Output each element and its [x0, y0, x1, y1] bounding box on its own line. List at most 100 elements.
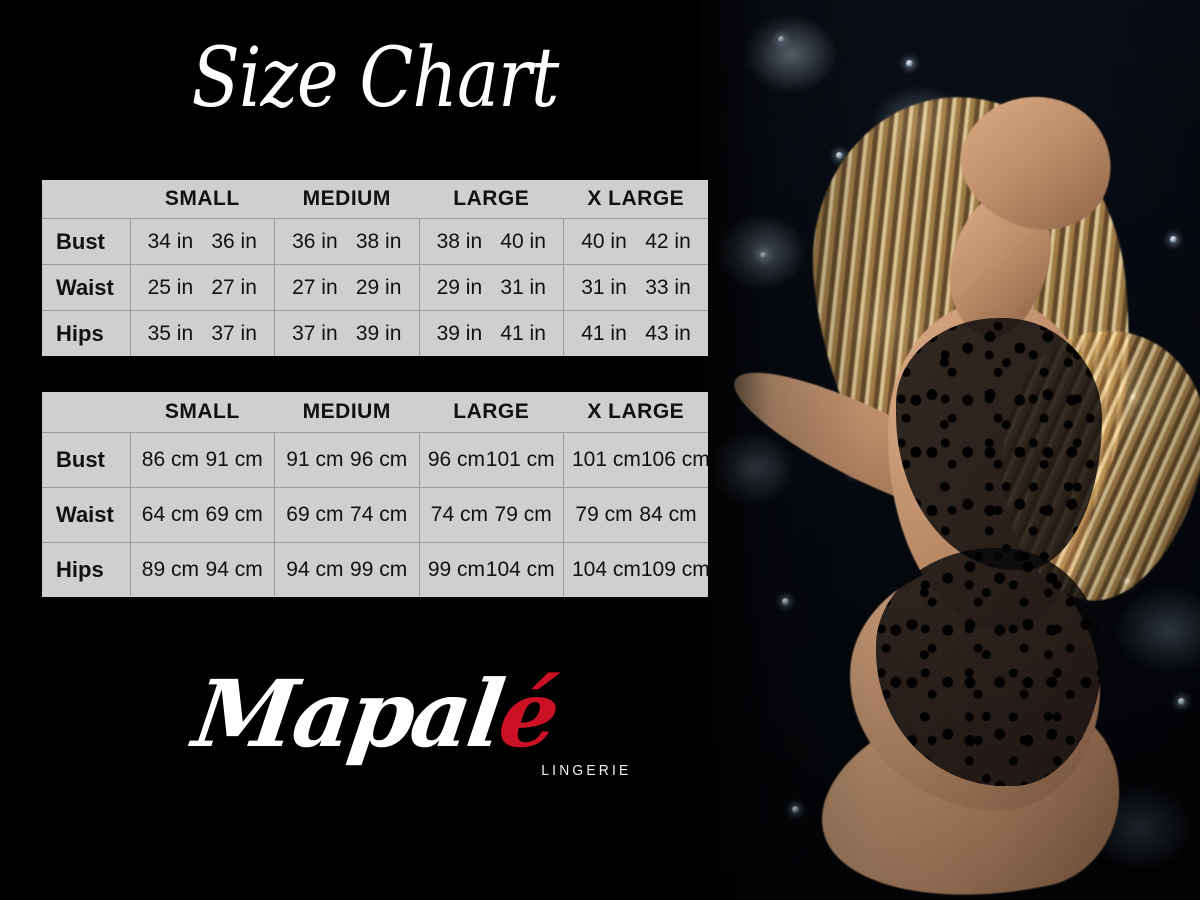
value-max: 33 in [645, 275, 691, 299]
measure-cell: 96 cm 101 cm [418, 432, 564, 488]
value-max: 106 cm [640, 448, 710, 471]
value-min: 91 cm [286, 448, 344, 471]
value-max: 37 in [211, 321, 257, 345]
measure-cell: 40 in 42 in [563, 218, 708, 265]
value-max: 101 cm [485, 448, 555, 471]
measure-cell: 101 cm 106 cm [563, 432, 710, 488]
brand-tagline: LINGERIE [541, 762, 632, 779]
value-max: 27 in [211, 275, 257, 299]
measure-cell: 79 cm 84 cm [563, 487, 708, 543]
value-min: 40 in [581, 229, 627, 253]
value-min: 38 in [436, 229, 483, 253]
measure-cell: 35 in 37 in [129, 310, 275, 356]
measure-label-waist: Waist [56, 274, 114, 300]
value-min: 25 in [147, 275, 194, 299]
value-min: 39 in [436, 321, 483, 345]
row-label-header [42, 392, 130, 433]
table-header-row: SMALL MEDIUM LARGE X LARGE [42, 180, 708, 219]
measure-cell: 31 in 33 in [563, 264, 708, 311]
value-max: 42 in [645, 229, 691, 253]
table-row: Hips 89 cm 94 cm 94 cm 99 cm 99 cm 104 cm 1… [42, 542, 710, 597]
measure-label-hips: Hips [56, 320, 104, 346]
value-max: 109 cm [640, 558, 710, 581]
value-max: 40 in [500, 229, 546, 253]
size-header-medium: MEDIUM [274, 180, 419, 219]
backdrop-stud-icon [1178, 698, 1185, 705]
backdrop-stud-icon [782, 598, 789, 605]
value-min: 86 cm [141, 448, 199, 471]
measure-cell: 86 cm 91 cm [129, 432, 275, 488]
size-header-medium: MEDIUM [274, 392, 419, 433]
measure-cell: 99 cm 104 cm [418, 542, 564, 597]
measure-label-bust: Bust [56, 447, 105, 472]
value-min: 37 in [292, 321, 338, 345]
value-min: 96 cm [427, 448, 486, 471]
measure-cell: 64 cm 69 cm [129, 487, 275, 543]
value-min: 101 cm [572, 448, 641, 471]
value-min: 34 in [147, 229, 194, 253]
value-max: 91 cm [205, 448, 263, 471]
measure-cell: 89 cm 94 cm [129, 542, 275, 597]
brand-wordmark-main: Mapal [186, 660, 508, 768]
table-row: Waist 64 cm 69 cm 69 cm 74 cm 74 cm 79 cm 7… [42, 487, 708, 543]
value-max: 43 in [645, 321, 691, 345]
value-min: 27 in [292, 275, 338, 299]
value-min: 89 cm [141, 558, 199, 581]
measure-label-waist: Waist [56, 502, 114, 527]
measure-cell: 37 in 39 in [274, 310, 419, 356]
backdrop-stud-icon [792, 806, 799, 813]
brand-logo: Mapalé LINGERIE [42, 660, 708, 779]
measure-cell: 39 in 41 in [418, 310, 564, 356]
measure-cell: 27 in 29 in [274, 264, 419, 311]
value-max: 39 in [355, 321, 402, 345]
size-header-small: SMALL [130, 180, 275, 219]
backdrop-stud-icon [906, 60, 913, 67]
model-photo [700, 0, 1200, 900]
value-min: 31 in [581, 275, 627, 299]
value-min: 94 cm [286, 558, 344, 581]
table-header-row: SMALL MEDIUM LARGE X LARGE [42, 392, 708, 433]
size-header-large: LARGE [419, 392, 564, 433]
value-max: 94 cm [205, 558, 263, 581]
table-row: Bust 34 in 36 in 36 in 38 in 38 in 40 in 40… [42, 218, 708, 265]
measure-cell: 69 cm 74 cm [274, 487, 419, 543]
value-min: 41 in [581, 321, 627, 345]
measure-cell: 36 in 38 in [274, 218, 419, 265]
value-min: 104 cm [572, 558, 641, 581]
size-header-xlarge: X LARGE [563, 180, 708, 219]
backdrop-stud-icon [836, 152, 843, 159]
measure-cell: 34 in 36 in [129, 218, 275, 265]
size-table-inches: SMALL MEDIUM LARGE X LARGE Bust 34 in 36 … [42, 180, 708, 356]
table-row: Bust 86 cm 91 cm 91 cm 96 cm 96 cm 101 cm 1… [42, 432, 710, 488]
measure-label-bust: Bust [56, 228, 105, 254]
row-label-header [42, 180, 130, 219]
page-title: Size Chart [191, 31, 559, 126]
measure-cell: 25 in 27 in [129, 264, 275, 311]
measure-cell: 74 cm 79 cm [418, 487, 564, 543]
size-header-large: LARGE [419, 180, 564, 219]
value-max: 31 in [500, 275, 546, 299]
value-max: 69 cm [205, 503, 263, 526]
measure-cell: 38 in 40 in [418, 218, 564, 265]
table-row: Hips 35 in 37 in 37 in 39 in 39 in 41 in 41… [42, 310, 708, 356]
table-row: Waist 25 in 27 in 27 in 29 in 29 in 31 in 3… [42, 264, 708, 311]
size-table-centimeters: SMALL MEDIUM LARGE X LARGE Bust 86 cm 91 … [42, 392, 710, 597]
measure-cell: 94 cm 99 cm [274, 542, 419, 597]
backdrop-stud-icon [1170, 236, 1177, 243]
value-min: 99 cm [427, 558, 486, 581]
measure-cell: 104 cm 109 cm [563, 542, 710, 597]
value-max: 79 cm [494, 503, 552, 526]
value-max: 84 cm [639, 503, 697, 526]
measure-cell: 41 in 43 in [563, 310, 708, 356]
value-max: 99 cm [350, 558, 408, 581]
size-header-small: SMALL [130, 392, 275, 433]
value-min: 36 in [292, 229, 338, 253]
value-max: 104 cm [485, 558, 555, 581]
value-min: 74 cm [430, 503, 488, 526]
value-min: 69 cm [286, 503, 344, 526]
backdrop-stud-icon [778, 36, 785, 43]
measure-cell: 29 in 31 in [418, 264, 564, 311]
value-max: 29 in [355, 275, 402, 299]
value-max: 41 in [500, 321, 546, 345]
